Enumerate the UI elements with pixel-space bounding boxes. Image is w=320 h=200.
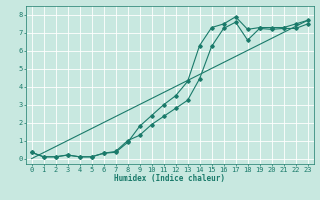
X-axis label: Humidex (Indice chaleur): Humidex (Indice chaleur) [114, 174, 225, 183]
